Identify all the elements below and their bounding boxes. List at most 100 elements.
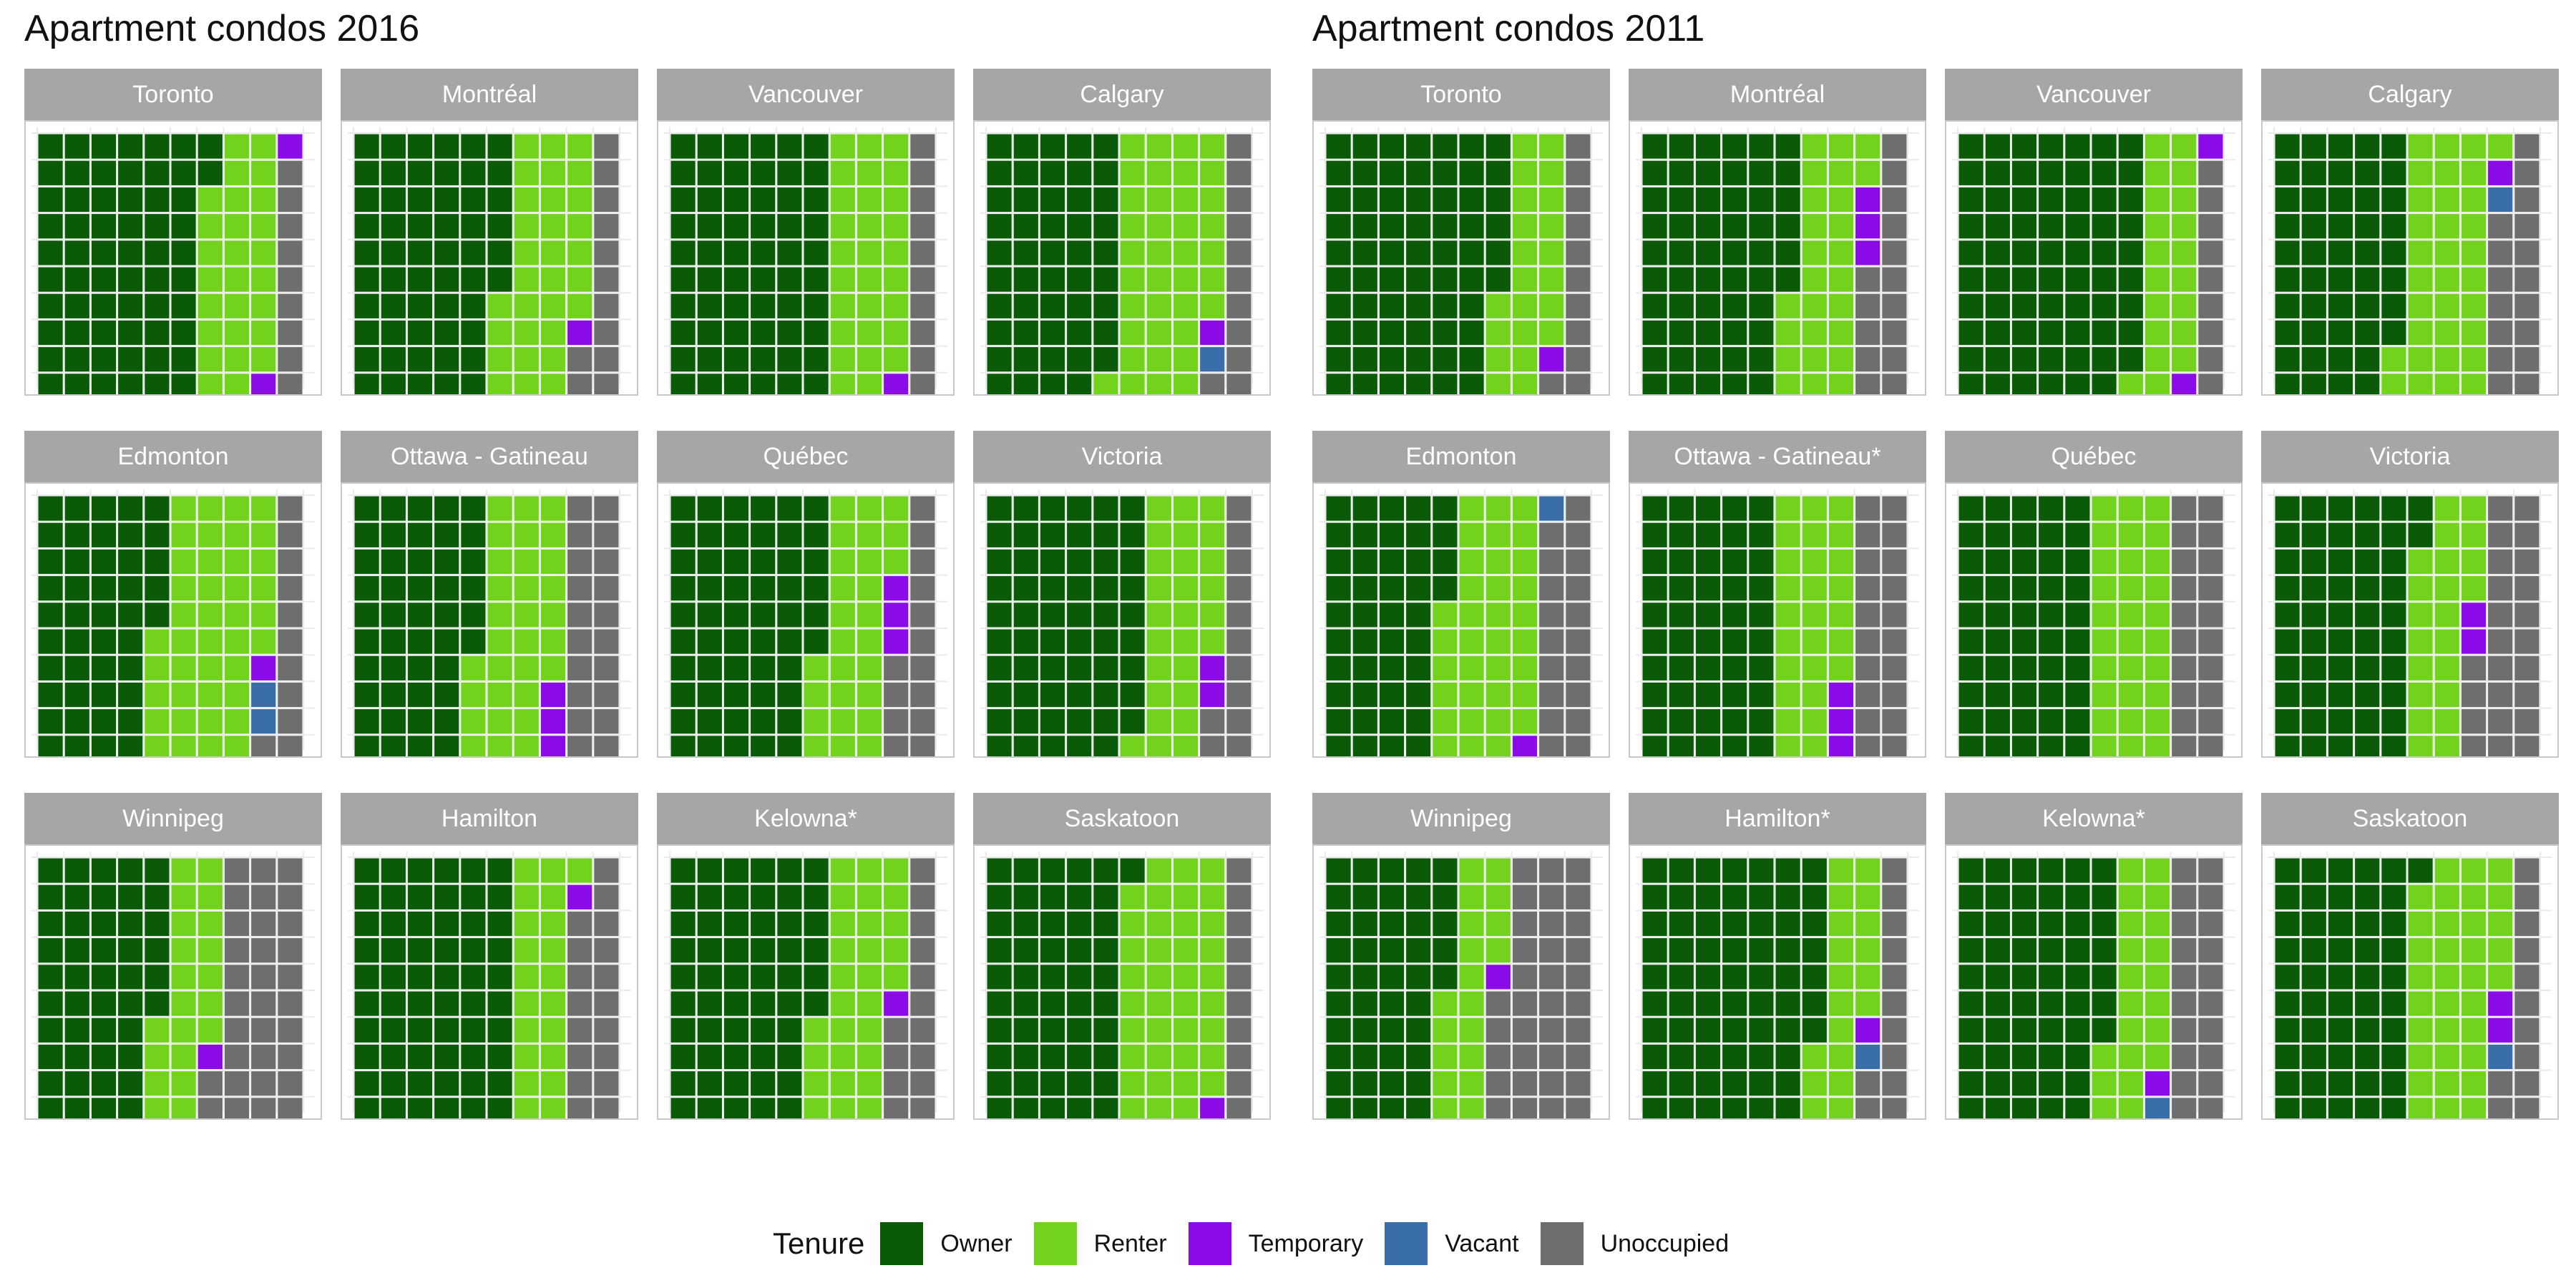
waffle-cell-owner xyxy=(1749,549,1774,575)
waffle-cell-owner xyxy=(751,134,776,159)
waffle-cell-unoccupied xyxy=(1200,374,1225,394)
waffle-cell-renter xyxy=(884,884,909,909)
waffle-cell-renter xyxy=(1855,858,1880,883)
waffle-cell-renter xyxy=(2434,240,2459,265)
waffle-cell-renter xyxy=(1173,522,1199,547)
waffle-cell-renter xyxy=(171,1044,196,1070)
waffle-cell-owner xyxy=(2118,320,2143,346)
waffle-cell-owner xyxy=(1013,1098,1038,1118)
waffle-cell-owner xyxy=(1749,1071,1774,1096)
waffle-cell-owner xyxy=(2275,1098,2300,1118)
waffle-cell-renter xyxy=(2488,965,2513,990)
waffle-cell-owner xyxy=(987,1018,1012,1043)
waffle-cell-owner xyxy=(1695,682,1721,708)
waffle-cell-owner xyxy=(1040,884,1065,909)
waffle-cell-owner xyxy=(407,884,433,909)
waffle-cell-owner xyxy=(723,576,749,601)
waffle-cell-unoccupied xyxy=(884,709,909,734)
waffle-cell-unoccupied xyxy=(1226,496,1252,521)
waffle-cell-owner xyxy=(1749,496,1774,521)
legend-label-temporary: Temporary xyxy=(1248,1229,1364,1257)
waffle-cell-owner xyxy=(461,187,486,213)
waffle-cell-owner xyxy=(1326,160,1351,185)
waffle-cell-owner xyxy=(1722,736,1747,756)
waffle-cell-owner xyxy=(118,267,143,292)
waffle-cell-owner xyxy=(1093,709,1118,734)
facet-0-3: Calgary xyxy=(973,69,1271,396)
waffle-cell-owner xyxy=(2328,1044,2353,1070)
waffle-cell-owner xyxy=(1722,160,1747,185)
waffle-cell-owner xyxy=(2381,629,2406,654)
waffle-cell-owner xyxy=(1379,240,1405,265)
waffle-cell-owner xyxy=(1749,655,1774,680)
waffle-cell-renter xyxy=(197,347,223,372)
waffle-cell-owner xyxy=(2381,709,2406,734)
waffle-cell-owner xyxy=(2301,214,2326,239)
waffle-cell-owner xyxy=(1093,240,1118,265)
waffle-cell-renter xyxy=(1802,293,1827,318)
waffle-cell-owner xyxy=(2381,293,2406,318)
waffle-cell-unoccupied xyxy=(1539,602,1564,628)
waffle-cell-owner xyxy=(407,991,433,1016)
waffle-cell-owner xyxy=(1722,214,1747,239)
waffle-cell-owner xyxy=(487,884,512,909)
waffle-cell-owner xyxy=(1013,293,1038,318)
waffle-cell-owner xyxy=(407,709,433,734)
waffle-cell-unoccupied xyxy=(594,1018,619,1043)
waffle-cell-owner xyxy=(64,602,89,628)
waffle-cell-owner xyxy=(697,293,722,318)
waffle-cell-owner xyxy=(2381,576,2406,601)
waffle-cell-renter xyxy=(2118,858,2143,883)
waffle-cell-renter xyxy=(2172,134,2197,159)
waffle-cell-unoccupied xyxy=(594,160,619,185)
waffle-cell-owner xyxy=(1958,1098,1984,1118)
waffle-cell-owner xyxy=(381,240,406,265)
waffle-cell-unoccupied xyxy=(278,160,303,185)
waffle-cell-renter xyxy=(2434,938,2459,963)
waffle-cell-owner xyxy=(1326,991,1351,1016)
waffle-cell-renter xyxy=(251,134,276,159)
waffle-cell-owner xyxy=(1695,709,1721,734)
waffle-cell-unoccupied xyxy=(1855,374,1880,394)
waffle-cell-owner xyxy=(1433,858,1458,883)
waffle-cell-owner xyxy=(1642,374,1667,394)
waffle-cell-owner xyxy=(2092,240,2117,265)
waffle-cell-renter xyxy=(224,320,250,346)
waffle-cell-owner xyxy=(777,965,802,990)
waffle-cell-renter xyxy=(2434,1098,2459,1118)
legend-item-temporary: Temporary xyxy=(1188,1222,1364,1265)
waffle-cell-renter xyxy=(1775,709,1800,734)
waffle-svg xyxy=(664,127,947,394)
waffle-cell-owner xyxy=(1093,965,1118,990)
waffle-cell-owner xyxy=(1352,1018,1377,1043)
waffle-cell-owner xyxy=(2328,549,2353,575)
facet-panel xyxy=(1945,844,2243,1120)
waffle-cell-owner xyxy=(2328,1018,2353,1043)
waffle-cell-owner xyxy=(1642,293,1667,318)
legend-item-unoccupied: Unoccupied xyxy=(1540,1222,1729,1265)
waffle-cell-owner xyxy=(1775,240,1800,265)
waffle-cell-owner xyxy=(1433,320,1458,346)
facet-0-6: Québec xyxy=(657,431,955,758)
waffle-cell-owner xyxy=(1379,911,1405,937)
waffle-cell-owner xyxy=(434,858,459,883)
waffle-cell-renter xyxy=(514,347,539,372)
waffle-cell-owner xyxy=(1433,965,1458,990)
waffle-cell-renter xyxy=(1828,187,1854,213)
waffle-cell-renter xyxy=(540,629,566,654)
waffle-cell-renter xyxy=(1459,1044,1484,1070)
waffle-cell-renter xyxy=(1173,938,1199,963)
waffle-cell-owner xyxy=(2275,911,2300,937)
waffle-cell-renter xyxy=(1828,965,1854,990)
waffle-cell-unoccupied xyxy=(2488,267,2513,292)
waffle-cell-unoccupied xyxy=(2172,1071,2197,1096)
waffle-cell-owner xyxy=(2039,1071,2064,1096)
waffle-cell-owner xyxy=(2301,911,2326,937)
waffle-cell-unoccupied xyxy=(1566,187,1591,213)
waffle-cell-renter xyxy=(1433,655,1458,680)
waffle-cell-owner xyxy=(118,858,143,883)
waffle-cell-owner xyxy=(1669,1044,1694,1070)
waffle-cell-owner xyxy=(1067,214,1092,239)
waffle-cell-renter xyxy=(884,240,909,265)
waffle-cell-renter xyxy=(514,1018,539,1043)
